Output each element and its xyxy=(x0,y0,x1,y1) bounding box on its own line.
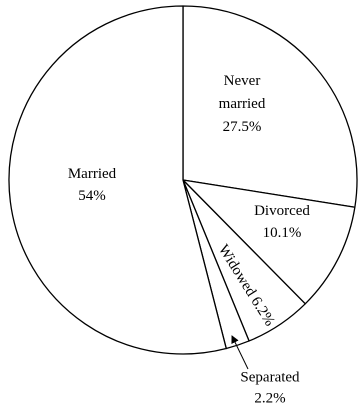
slice-label-line: 27.5% xyxy=(223,119,262,135)
slice-label-line: Divorced xyxy=(254,203,310,219)
slice-label-separated: Separated 2.2% xyxy=(240,370,300,407)
slice-label-line: 2.2% xyxy=(254,391,285,407)
slice-label-line: Separated xyxy=(240,370,300,386)
pie-slice-never-married xyxy=(182,5,358,208)
pie-slice-divorced xyxy=(182,179,356,305)
slice-label-line: 54% xyxy=(78,188,106,204)
slice-label-line: Married xyxy=(68,166,117,182)
slice-label-divorced: Divorced 10.1% xyxy=(254,203,310,241)
slice-label-line: married xyxy=(219,96,266,112)
leader-arrow-separated xyxy=(231,335,249,370)
slice-label-never-married: Never married 27.5% xyxy=(219,73,266,135)
slice-label-line: 10.1% xyxy=(263,225,302,241)
slice-label-line: Never xyxy=(224,73,261,89)
slice-label-married: Married 54% xyxy=(68,166,117,204)
pie-slice-married xyxy=(8,5,227,355)
